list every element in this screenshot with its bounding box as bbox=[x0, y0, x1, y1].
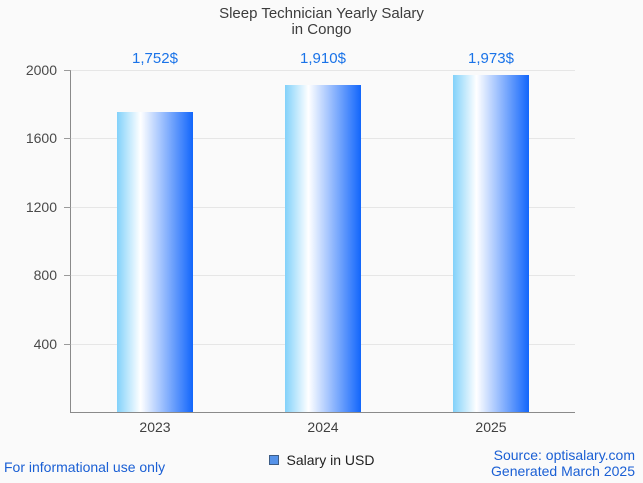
value-label-2025: 1,973$ bbox=[468, 50, 514, 67]
plot-area: 400 800 1200 1600 2000 1,752$ 2023 1,910$ 2024 1,… bbox=[26, 50, 575, 435]
legend: Salary in USD bbox=[0, 452, 643, 468]
chart-title: Sleep Technician Yearly Salary in Congo bbox=[0, 6, 643, 38]
chart-title-line1: Sleep Technician Yearly Salary bbox=[219, 5, 424, 22]
y-tick-label-400: 400 bbox=[33, 335, 57, 352]
legend-marker-square-icon bbox=[268, 455, 279, 465]
bar-2025[interactable] bbox=[453, 74, 529, 412]
y-tick-mark-2000 bbox=[64, 70, 71, 71]
x-tick-label-2024: 2024 bbox=[307, 419, 339, 435]
y-tick-mark-1600 bbox=[64, 138, 71, 140]
source-text: Source: optisalary.com bbox=[493, 447, 635, 463]
y-tick-label-1600: 1600 bbox=[25, 130, 57, 147]
generated-text: Generated March 2025 bbox=[491, 463, 635, 479]
y-tick-mark-400 bbox=[64, 343, 71, 345]
legend-label: Salary in USD bbox=[286, 452, 375, 468]
y-tick-mark-1200 bbox=[64, 206, 71, 208]
chart-title-line2: in Congo bbox=[291, 21, 352, 38]
gridline-2000 bbox=[71, 70, 575, 71]
value-label-2024: 1,910$ bbox=[300, 50, 346, 67]
y-tick-mark-800 bbox=[64, 275, 71, 277]
y-tick-label-1200: 1200 bbox=[25, 198, 57, 215]
value-label-2023: 1,752$ bbox=[132, 50, 178, 67]
bar-2023[interactable] bbox=[117, 112, 193, 412]
x-tick-label-2025: 2025 bbox=[475, 419, 507, 435]
y-tick-label-2000: 2000 bbox=[25, 62, 57, 78]
y-tick-label-800: 800 bbox=[33, 267, 57, 284]
x-tick-label-2023: 2023 bbox=[139, 419, 171, 435]
source-block: Source: optisalary.com Generated March 2… bbox=[491, 447, 635, 479]
disclaimer-text: For informational use only bbox=[4, 459, 166, 475]
bar-2024[interactable] bbox=[285, 85, 361, 412]
